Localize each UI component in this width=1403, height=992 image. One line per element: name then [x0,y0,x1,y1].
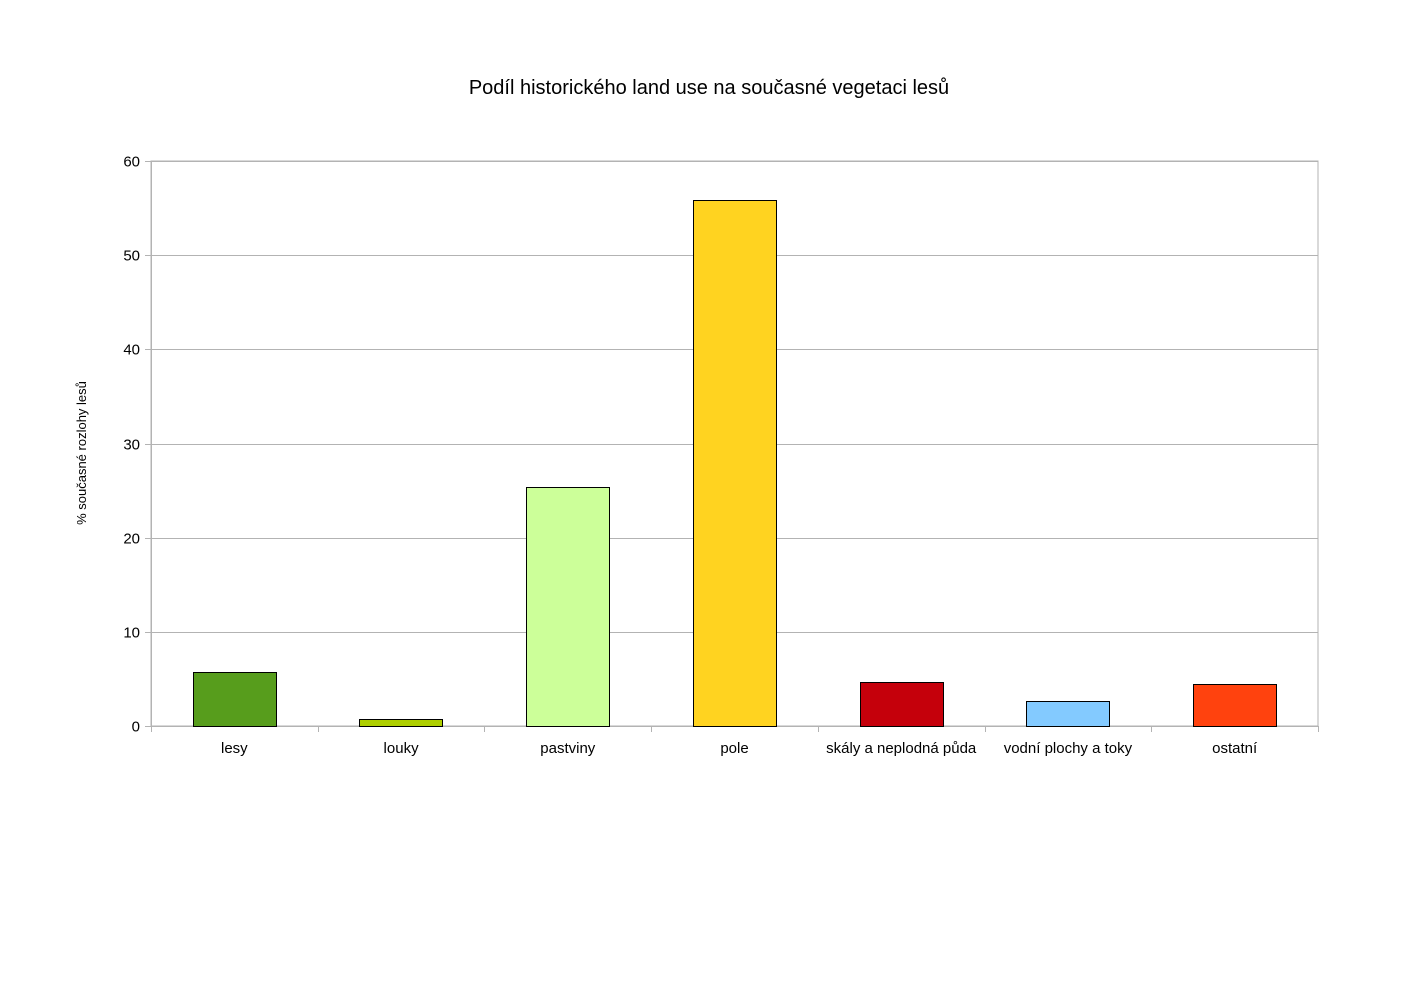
bar-6 [1026,701,1110,727]
y-tick-label: 50 [123,248,140,265]
x-tick-label: skály a neplodná půda [826,740,977,757]
bar-1 [193,672,277,727]
x-tick-label: pastviny [540,740,596,757]
bar-5 [860,682,944,727]
y-tick-label: 30 [123,437,140,454]
y-tick-label: 60 [123,154,140,171]
x-tick-label: pole [720,740,748,757]
bar-7 [1193,684,1277,727]
x-tick-label: ostatní [1212,740,1258,757]
x-tick-label: louky [384,740,420,757]
bar-3 [526,487,610,727]
y-tick-label: 40 [123,342,140,359]
axes [145,161,1319,732]
bars [193,200,1277,727]
y-axis-title: % současné rozlohy lesů [74,381,89,525]
y-tick-label: 10 [123,625,140,642]
y-tick-label: 20 [123,531,140,548]
x-tick-label: lesy [221,740,248,757]
x-tick-label: vodní plochy a toky [1004,740,1133,757]
chart-title: Podíl historického land use na současné … [469,77,949,99]
bar-2 [359,719,443,727]
y-tick-label: 0 [132,719,140,736]
tick-labels: 0 10 20 30 40 50 60 lesy louky pastviny pole skály … [123,154,1258,758]
bar-4 [693,200,777,727]
